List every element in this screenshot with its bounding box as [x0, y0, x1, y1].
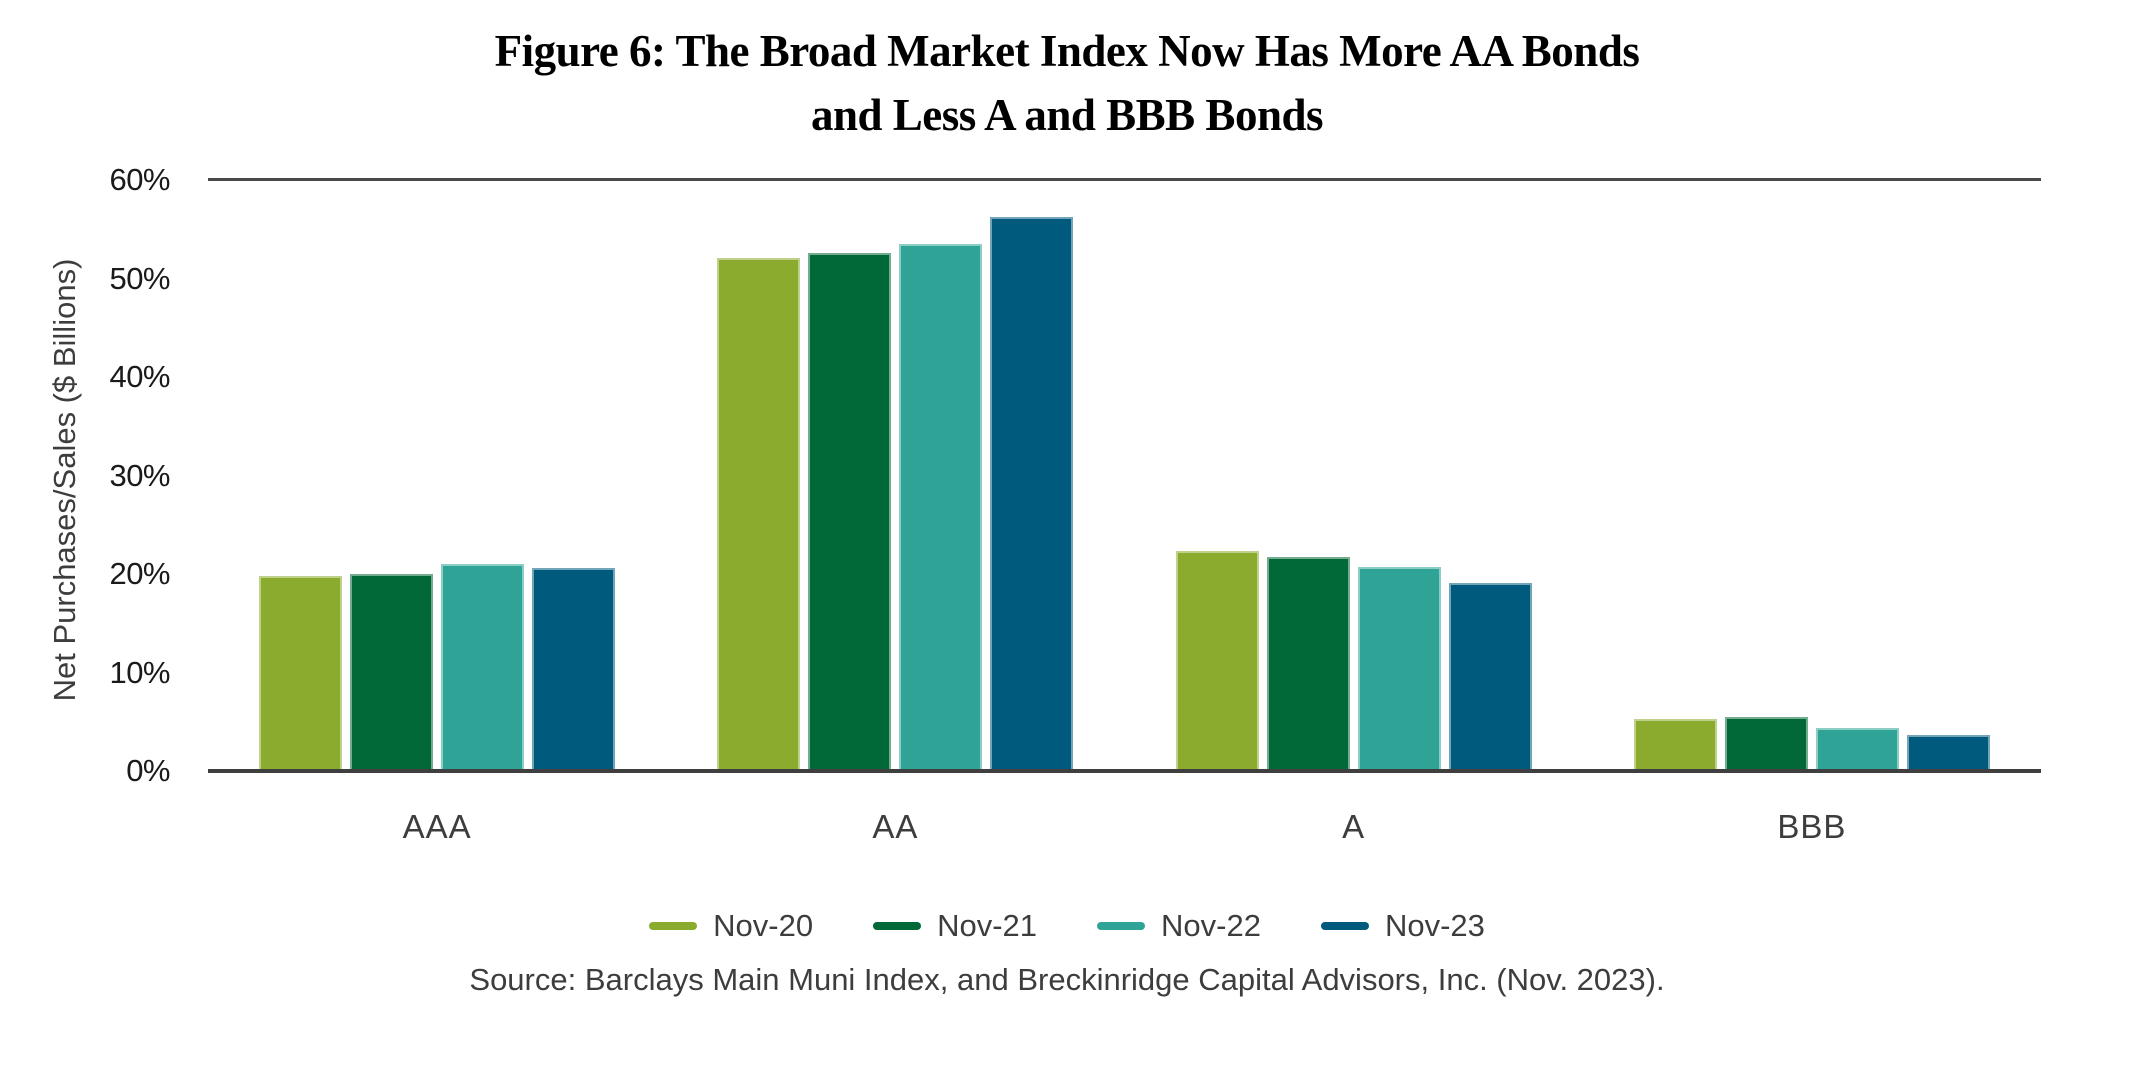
legend-label: Nov-20 — [713, 908, 814, 943]
bar-group-aa — [666, 180, 1124, 771]
bar-nov-21-a — [1266, 557, 1350, 771]
legend-item-nov-20: Nov-20 — [649, 908, 813, 944]
legend-label: Nov-23 — [1384, 908, 1485, 943]
legend-swatch-nov-23 — [1320, 922, 1369, 930]
bar-nov-21-bbb — [1724, 716, 1808, 771]
source-note: Source: Barclays Main Muni Index, and Br… — [469, 962, 1665, 997]
y-tick-label: 40% — [109, 359, 170, 394]
x-category-label-aa: AA — [872, 808, 919, 845]
bar-nov-20-bbb — [1633, 718, 1717, 771]
y-tick-label: 10% — [109, 654, 170, 690]
bar-group-bbb — [1583, 180, 2041, 771]
x-category-label-aaa: AAA — [402, 808, 472, 845]
legend-swatch-nov-22 — [1097, 922, 1145, 930]
bar-nov-20-aa — [717, 257, 801, 771]
bar-groups — [208, 180, 2041, 771]
bar-nov-21-aa — [808, 252, 892, 771]
plot-area — [208, 178, 2041, 773]
bar-nov-22-aa — [899, 244, 983, 771]
y-axis-ticks: 60% 50% 40% 30% 20% 10% 0% — [0, 162, 170, 788]
top-gridline-60pct — [208, 178, 2041, 181]
legend-swatch-nov-21 — [873, 922, 922, 930]
bar-nov-23-aaa — [532, 568, 616, 771]
legend-item-nov-22: Nov-22 — [1097, 908, 1261, 944]
x-axis-category-labels: AAA AA A BBB — [208, 808, 2041, 846]
x-category-label-bbb: BBB — [1777, 808, 1847, 845]
bar-nov-23-a — [1448, 582, 1532, 771]
chart-title-line-2: and Less A and BBB Bonds — [810, 89, 1324, 140]
chart-title: Figure 6: The Broad Market Index Now Has… — [0, 20, 2134, 148]
bar-nov-22-aaa — [441, 564, 525, 771]
bar-group-a — [1125, 180, 1583, 771]
bar-nov-20-aaa — [259, 575, 343, 771]
y-tick-label: 0% — [126, 753, 170, 788]
legend-swatch-nov-20 — [649, 922, 698, 930]
x-category-label-a: A — [1342, 808, 1366, 845]
bar-group-aaa — [208, 180, 666, 771]
legend-item-nov-21: Nov-21 — [873, 908, 1037, 944]
legend-label: Nov-22 — [1161, 908, 1261, 943]
bar-nov-23-aa — [990, 217, 1074, 771]
y-tick-label: 60% — [109, 162, 170, 197]
chart-title-line-1: Figure 6: The Broad Market Index Now Has… — [494, 26, 1640, 76]
legend: Nov-20 Nov-21 Nov-22 Nov-23 — [0, 908, 2134, 944]
x-axis-line — [208, 769, 2041, 773]
bar-nov-20-a — [1175, 551, 1259, 771]
bar-nov-22-bbb — [1815, 727, 1899, 771]
legend-item-nov-23: Nov-23 — [1320, 908, 1485, 944]
bar-nov-22-a — [1357, 567, 1441, 771]
bar-nov-21-aaa — [350, 574, 434, 771]
y-tick-label: 30% — [109, 457, 170, 493]
y-tick-label: 50% — [109, 260, 170, 296]
y-tick-label: 20% — [109, 556, 170, 591]
bar-nov-23-bbb — [1906, 734, 1990, 771]
legend-label: Nov-21 — [937, 908, 1037, 943]
